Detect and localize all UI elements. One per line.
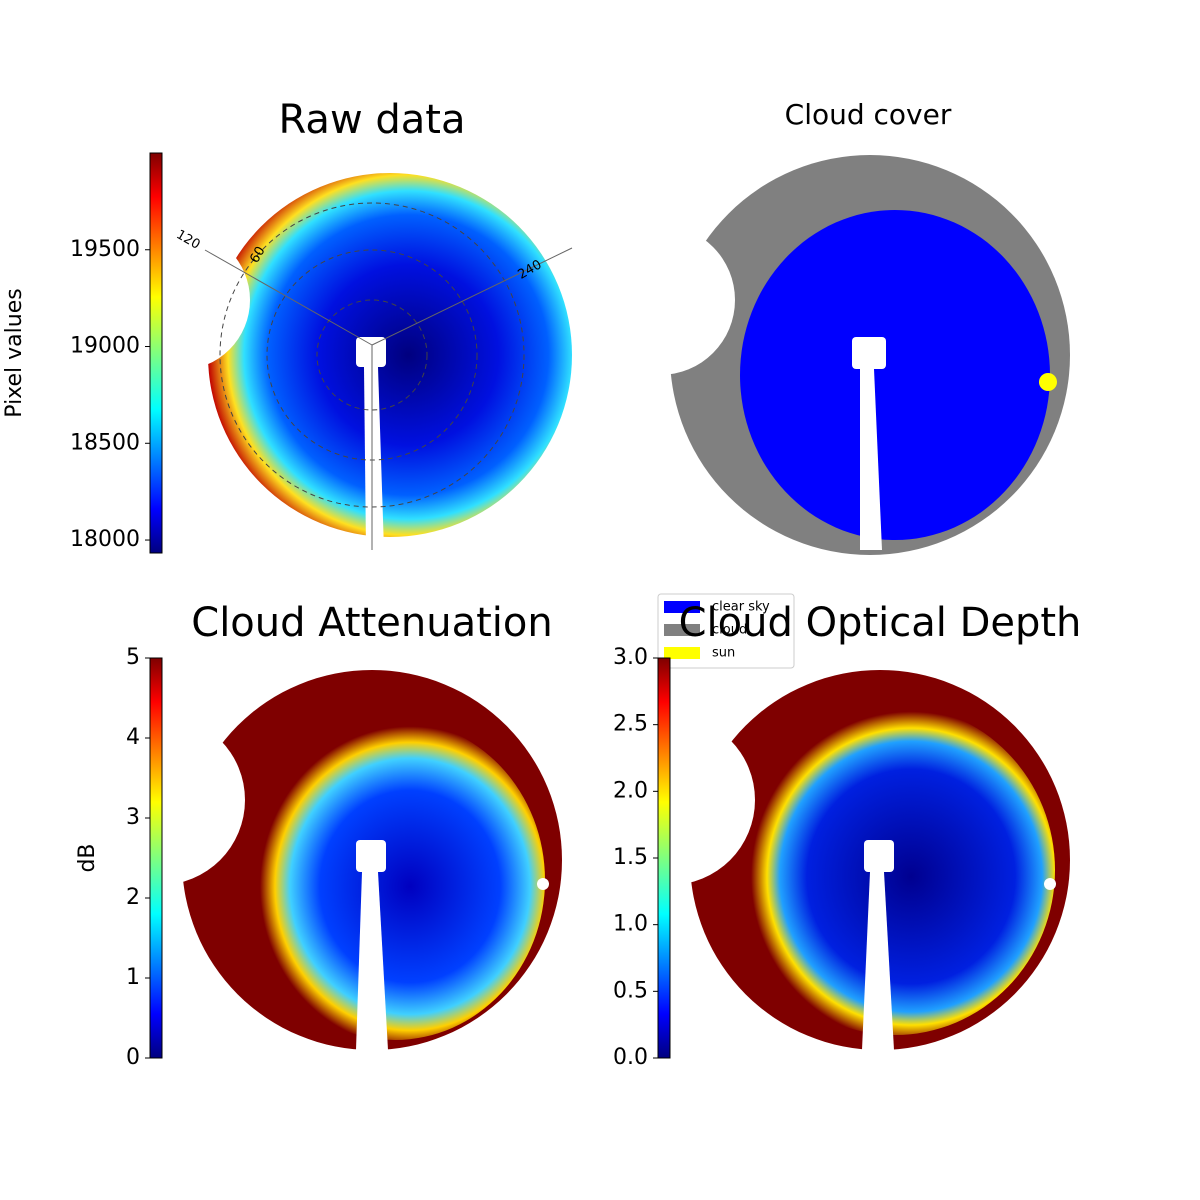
cod-inner: [735, 705, 1055, 1035]
colorbar-tick-label: 1.0: [613, 912, 648, 937]
colorbar-tick-label: 2.5: [613, 712, 648, 737]
colorbar-tick-label: 0: [126, 1045, 140, 1070]
chart-title: Raw data: [279, 97, 466, 143]
legend-swatch: [664, 647, 700, 659]
disks: [75, 155, 1070, 1050]
chart-title: Cloud cover: [785, 98, 952, 131]
colorbar-tick-label: 18000: [70, 527, 140, 552]
colorbar-tick-label: 1: [126, 965, 140, 990]
legend-swatch: [664, 601, 700, 613]
att-inner: [245, 720, 545, 1040]
polar-spokes: [204, 247, 573, 550]
chart-title: Cloud Optical Depth: [679, 600, 1082, 646]
colorbar-tick-label: 4: [126, 725, 140, 750]
colorbar-tick-label: 19500: [70, 237, 140, 262]
colorbar-tick-label: 0.5: [613, 978, 648, 1003]
clear-region: [740, 210, 1050, 540]
colorbar: [149, 657, 163, 1059]
colorbar-tick-label: 0.0: [613, 1045, 648, 1070]
colorbar: [657, 657, 671, 1059]
colorbar-tick-label: 2: [126, 885, 140, 910]
colorbar-tick-label: 1.5: [613, 845, 648, 870]
colorbar-tick-label: 2.0: [613, 778, 648, 803]
masks: [75, 225, 1056, 1050]
legend-entry: sun: [712, 646, 735, 661]
colorbar-tick-label: 18500: [70, 430, 140, 455]
colorbar-tick-label: 3.0: [613, 645, 648, 670]
raw-image: [208, 173, 572, 537]
polar-label: 60: [247, 244, 268, 266]
colorbar-label: Pixel values: [2, 288, 27, 417]
chart-title: Cloud Attenuation: [191, 600, 552, 646]
sun-dot: [1039, 373, 1057, 391]
colorbar-label: dB: [75, 843, 100, 872]
colorbar-tick-label: 19000: [70, 334, 140, 359]
colorbar-tick-label: 3: [126, 805, 140, 830]
colorbar: [149, 152, 163, 554]
colorbar-tick-label: 5: [126, 645, 140, 670]
legend-entry: cloud: [712, 623, 747, 638]
legend-swatch: [664, 624, 700, 636]
legend-entry: clear sky: [712, 600, 770, 615]
